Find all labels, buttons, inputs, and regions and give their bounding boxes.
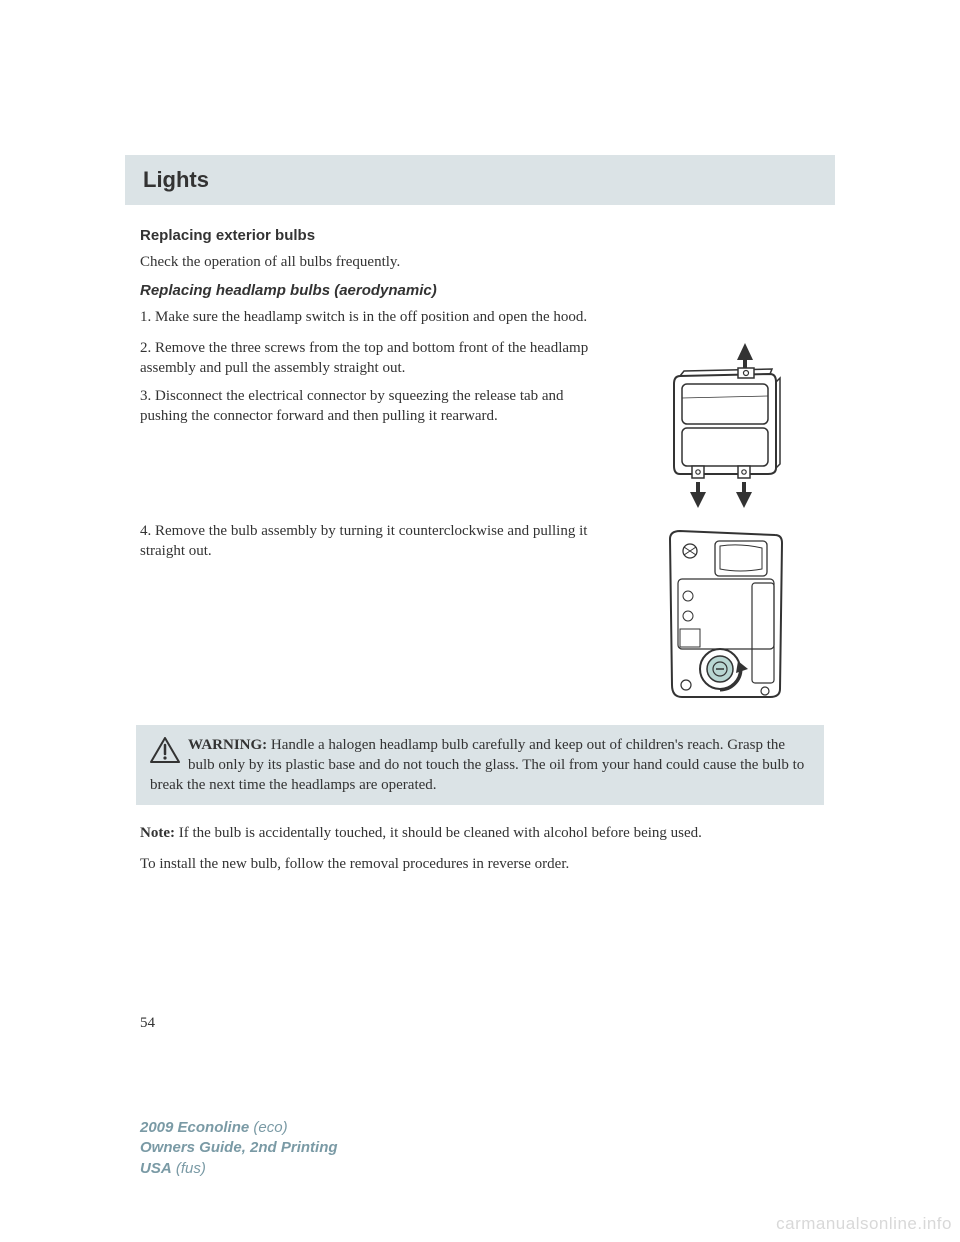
figure-headlamp-back [620,521,820,711]
intro-text: Check the operation of all bulbs frequen… [140,252,820,272]
note-paragraph: Note: If the bulb is accidentally touche… [140,823,820,843]
figure-headlamp-front [620,338,820,513]
note-label: Note: [140,825,175,841]
step-1: 1. Make sure the headlamp switch is in t… [140,307,820,327]
heading-replacing-exterior: Replacing exterior bulbs [140,227,820,244]
footer-model: 2009 Econoline [140,1119,249,1136]
footer-code-2: (fus) [172,1160,206,1177]
manual-page: Lights Replacing exterior bulbs Check th… [0,0,960,874]
step-3: 3. Disconnect the electrical connector b… [140,386,600,427]
step-2: 2. Remove the three screws from the top … [140,338,600,379]
note-text: If the bulb is accidentally touched, it … [175,825,702,841]
page-number: 54 [140,1015,155,1032]
footer-code-1: (eco) [249,1119,287,1136]
warning-content: WARNING: Handle a halogen headlamp bulb … [150,737,804,794]
watermark: carmanualsonline.info [776,1214,952,1234]
warning-icon [150,737,180,769]
footer-line-3: USA (fus) [140,1159,338,1179]
step-4-row: 4. Remove the bulb assembly by turning i… [140,521,820,711]
warning-box: WARNING: Handle a halogen headlamp bulb … [136,725,824,806]
section-title: Lights [143,167,209,192]
step-4: 4. Remove the bulb assembly by turning i… [140,521,600,562]
section-header: Lights [125,155,835,205]
footer: 2009 Econoline (eco) Owners Guide, 2nd P… [140,1118,338,1179]
footer-line-1: 2009 Econoline (eco) [140,1118,338,1138]
reverse-text: To install the new bulb, follow the remo… [140,854,820,874]
step-2-3-row: 2. Remove the three screws from the top … [140,338,820,513]
footer-region: USA [140,1160,172,1177]
footer-line-2: Owners Guide, 2nd Printing [140,1138,338,1158]
warning-label: WARNING: [188,737,267,753]
heading-headlamp-aero: Replacing headlamp bulbs (aerodynamic) [140,282,820,299]
